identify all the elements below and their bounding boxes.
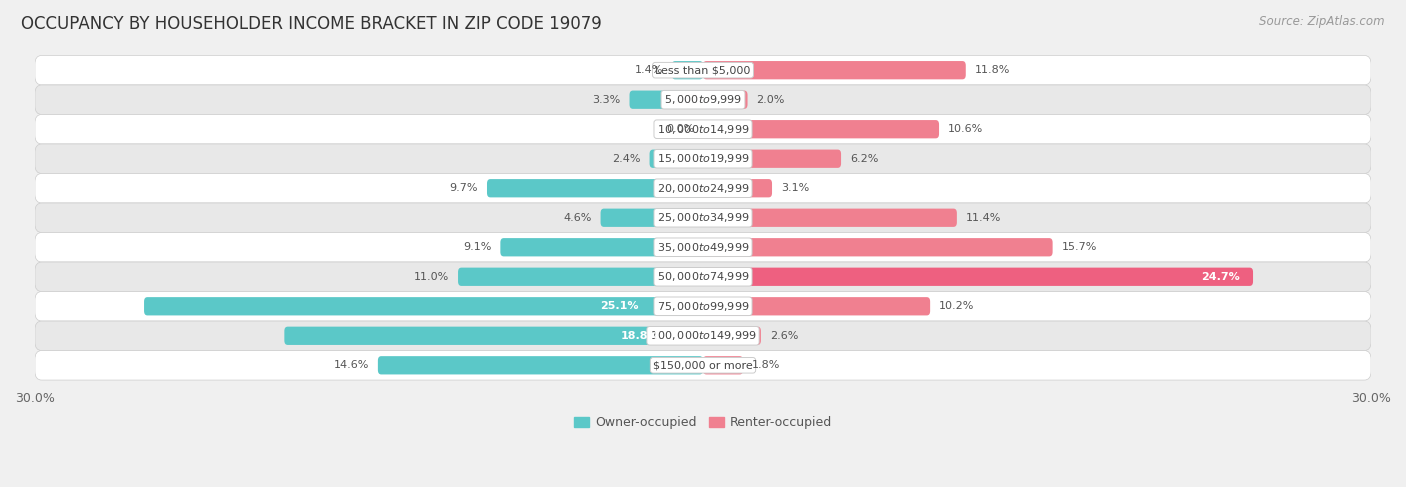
Text: $5,000 to $9,999: $5,000 to $9,999 [664,93,742,106]
Text: $150,000 or more: $150,000 or more [654,360,752,370]
FancyBboxPatch shape [35,173,1371,203]
FancyBboxPatch shape [35,232,1371,262]
FancyBboxPatch shape [35,85,1371,114]
Text: $20,000 to $24,999: $20,000 to $24,999 [657,182,749,195]
Text: $15,000 to $19,999: $15,000 to $19,999 [657,152,749,165]
Text: 2.4%: 2.4% [612,154,641,164]
Text: Less than $5,000: Less than $5,000 [655,65,751,75]
Text: 10.2%: 10.2% [939,301,974,311]
FancyBboxPatch shape [703,91,748,109]
Text: $10,000 to $14,999: $10,000 to $14,999 [657,123,749,136]
FancyBboxPatch shape [35,292,1371,321]
Legend: Owner-occupied, Renter-occupied: Owner-occupied, Renter-occupied [568,411,838,434]
FancyBboxPatch shape [703,150,841,168]
FancyBboxPatch shape [703,327,761,345]
FancyBboxPatch shape [35,144,1371,173]
Text: $35,000 to $49,999: $35,000 to $49,999 [657,241,749,254]
Text: 10.6%: 10.6% [948,124,983,134]
FancyBboxPatch shape [672,61,703,79]
Text: OCCUPANCY BY HOUSEHOLDER INCOME BRACKET IN ZIP CODE 19079: OCCUPANCY BY HOUSEHOLDER INCOME BRACKET … [21,15,602,33]
FancyBboxPatch shape [378,356,703,375]
FancyBboxPatch shape [650,150,703,168]
Text: $75,000 to $99,999: $75,000 to $99,999 [657,300,749,313]
Text: 1.8%: 1.8% [752,360,780,370]
FancyBboxPatch shape [35,351,1371,380]
Text: 25.1%: 25.1% [600,301,638,311]
Text: 2.0%: 2.0% [756,94,785,105]
FancyBboxPatch shape [486,179,703,197]
Text: 9.1%: 9.1% [463,242,492,252]
Text: 18.8%: 18.8% [621,331,659,341]
Text: $50,000 to $74,999: $50,000 to $74,999 [657,270,749,283]
Text: 1.4%: 1.4% [634,65,662,75]
Text: $100,000 to $149,999: $100,000 to $149,999 [650,329,756,342]
Text: 11.4%: 11.4% [966,213,1001,223]
Text: 9.7%: 9.7% [450,183,478,193]
FancyBboxPatch shape [703,179,772,197]
FancyBboxPatch shape [284,327,703,345]
Text: $25,000 to $34,999: $25,000 to $34,999 [657,211,749,224]
Text: 24.7%: 24.7% [1201,272,1240,282]
FancyBboxPatch shape [143,297,703,316]
FancyBboxPatch shape [703,268,1253,286]
FancyBboxPatch shape [703,120,939,138]
FancyBboxPatch shape [703,356,744,375]
FancyBboxPatch shape [35,321,1371,351]
Text: 11.8%: 11.8% [974,65,1010,75]
FancyBboxPatch shape [600,208,703,227]
Text: Source: ZipAtlas.com: Source: ZipAtlas.com [1260,15,1385,28]
Text: 3.3%: 3.3% [592,94,620,105]
FancyBboxPatch shape [35,114,1371,144]
Text: 3.1%: 3.1% [780,183,810,193]
FancyBboxPatch shape [458,268,703,286]
Text: 15.7%: 15.7% [1062,242,1097,252]
FancyBboxPatch shape [35,56,1371,85]
FancyBboxPatch shape [703,208,957,227]
FancyBboxPatch shape [703,61,966,79]
FancyBboxPatch shape [630,91,703,109]
FancyBboxPatch shape [35,203,1371,232]
Text: 4.6%: 4.6% [564,213,592,223]
FancyBboxPatch shape [35,262,1371,292]
FancyBboxPatch shape [703,297,931,316]
Text: 6.2%: 6.2% [851,154,879,164]
FancyBboxPatch shape [501,238,703,256]
Text: 14.6%: 14.6% [333,360,368,370]
Text: 2.6%: 2.6% [770,331,799,341]
Text: 0.0%: 0.0% [666,124,695,134]
FancyBboxPatch shape [703,238,1053,256]
Text: 11.0%: 11.0% [413,272,449,282]
